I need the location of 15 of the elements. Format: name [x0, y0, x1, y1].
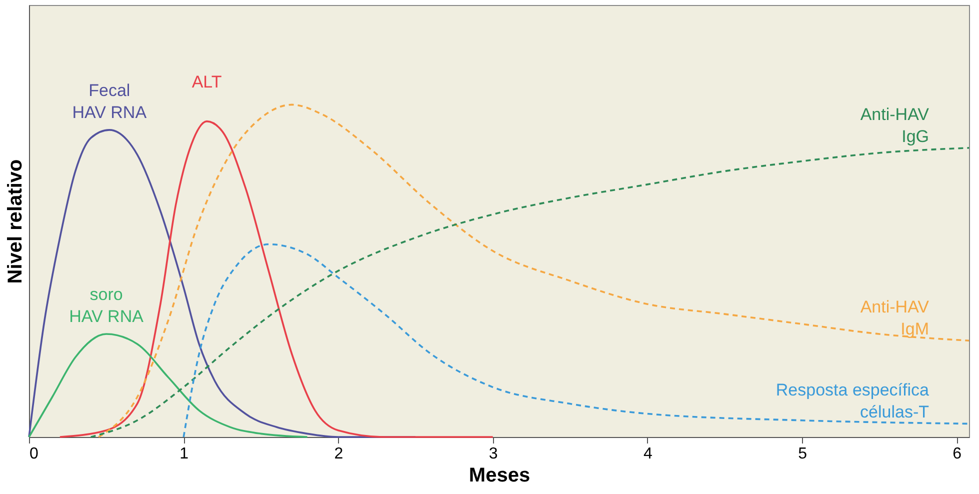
- series-label: Anti-HAV IgG: [860, 104, 930, 146]
- x-tick-label: 5: [798, 446, 808, 462]
- y-axis-title: Nivel relativo: [4, 159, 26, 284]
- x-tick-label: 3: [488, 446, 498, 462]
- series-label: Fecal HAV RNA: [72, 80, 148, 122]
- x-tick-label: 4: [643, 446, 652, 462]
- x-axis-title: Meses: [468, 464, 530, 486]
- series-label: Anti-HAV IgM: [860, 298, 930, 339]
- series-label: Resposta específica células-T: [776, 380, 930, 422]
- x-tick-label: 0: [30, 446, 38, 462]
- x-tick-label: 6: [952, 446, 962, 462]
- x-tick-label: 2: [334, 446, 344, 462]
- series-label: ALT: [192, 72, 222, 92]
- x-tick-label: 1: [180, 446, 189, 462]
- series-label: soro HAV RNA: [69, 284, 144, 326]
